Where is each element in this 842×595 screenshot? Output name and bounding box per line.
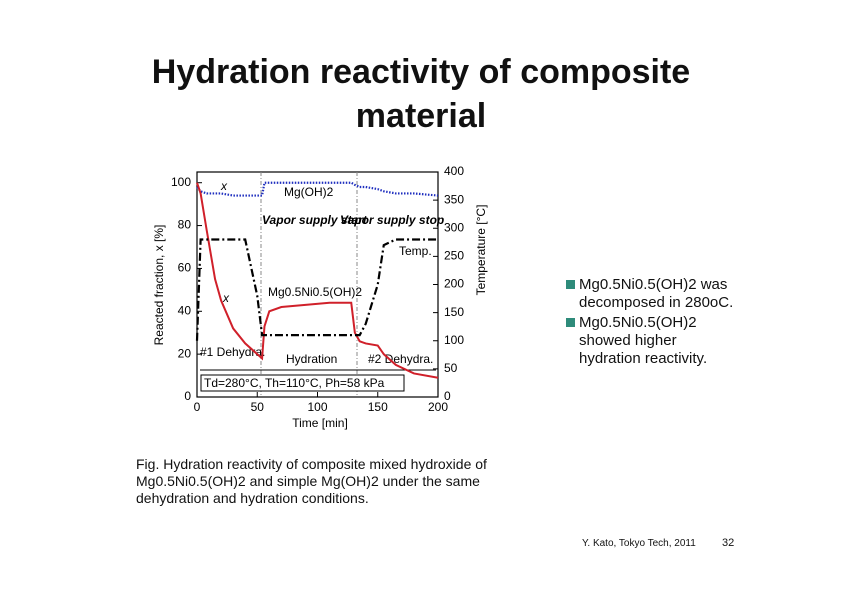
footer: Y. Kato, Tokyo Tech, 2011 bbox=[582, 538, 696, 549]
x-tick-label: 0 bbox=[194, 400, 201, 414]
y2-tick-label: 250 bbox=[444, 249, 464, 263]
y2-tick-label: 50 bbox=[444, 361, 458, 375]
series-label: Mg0.5Ni0.5(OH)2 bbox=[268, 285, 362, 299]
y2-axis-label: Temperature [°C] bbox=[474, 205, 488, 296]
series-line bbox=[195, 238, 438, 341]
y-tick-label: 60 bbox=[178, 261, 192, 275]
bullet-list: Mg0.5Ni0.5(OH)2 was decomposed in 280oC.… bbox=[566, 276, 736, 370]
annotation: Vapor supply stop bbox=[340, 213, 444, 227]
x-tick-label: 100 bbox=[307, 400, 327, 414]
y2-tick-label: 0 bbox=[444, 389, 451, 403]
figure-caption: Fig. Hydration reactivity of composite m… bbox=[136, 456, 487, 506]
y-tick-label: 80 bbox=[178, 218, 192, 232]
bullet: Mg0.5Ni0.5(OH)2 showed higher hydration … bbox=[566, 314, 736, 368]
annotation: x bbox=[222, 291, 230, 305]
x-tick-label: 150 bbox=[368, 400, 388, 414]
series-line bbox=[196, 181, 439, 197]
x-tick-label: 50 bbox=[251, 400, 265, 414]
y-tick-label: 20 bbox=[178, 346, 192, 360]
y2-tick-label: 100 bbox=[444, 333, 464, 347]
y-axis-label: Reacted fraction, x [%] bbox=[152, 225, 166, 346]
y2-tick-label: 200 bbox=[444, 277, 464, 291]
annotation: Vapor supply start bbox=[262, 213, 368, 227]
annotation: x bbox=[220, 179, 228, 193]
x-axis-label: Time [min] bbox=[292, 416, 348, 430]
x-tick-label: 200 bbox=[428, 400, 448, 414]
y2-tick-label: 300 bbox=[444, 220, 464, 234]
series-label: Temp. bbox=[399, 244, 432, 258]
annotation: #2 Dehydra. bbox=[368, 352, 433, 366]
y2-tick-label: 400 bbox=[444, 164, 464, 178]
condition-box bbox=[200, 374, 405, 392]
y2-tick-label: 350 bbox=[444, 192, 464, 206]
bullet: Mg0.5Ni0.5(OH)2 was decomposed in 280oC. bbox=[566, 276, 736, 312]
page-number: 32 bbox=[722, 537, 735, 549]
y-tick-label: 100 bbox=[171, 175, 191, 189]
slide-title: Hydration reactivity of composite materi… bbox=[151, 53, 691, 135]
annotation: #1 Dehydra. bbox=[200, 345, 265, 359]
y-tick-label: 0 bbox=[184, 389, 191, 403]
y-tick-label: 40 bbox=[178, 303, 192, 317]
annotation: Td=280°C, Th=110°C, Ph=58 kPa bbox=[204, 376, 385, 390]
annotation: Hydration bbox=[286, 352, 337, 366]
y2-tick-label: 150 bbox=[444, 305, 464, 319]
series-line bbox=[196, 182, 439, 379]
series-label: Mg(OH)2 bbox=[284, 185, 334, 199]
